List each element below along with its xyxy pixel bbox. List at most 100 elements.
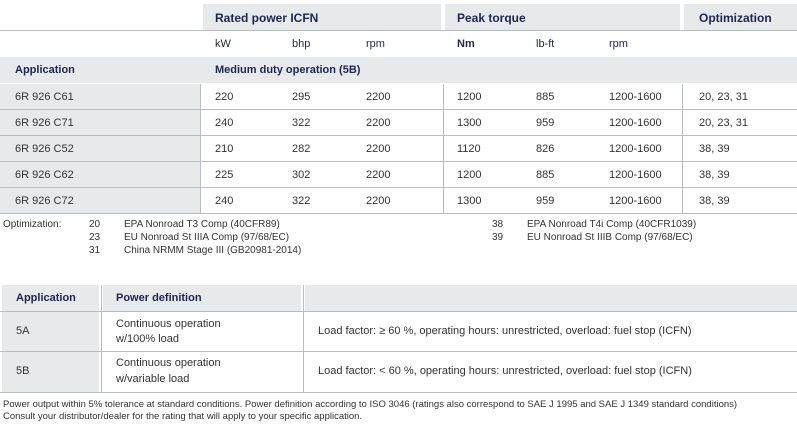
torque-rpm-cell: 1200-1600 [609,195,662,207]
footnote-line1: Power output within 5% tolerance at stan… [3,399,738,410]
nm-cell: 1200 [457,169,482,181]
opt-cell: 20, 23, 31 [699,91,748,103]
lbft-cell: 826 [536,143,555,155]
power-app-header-bg [2,285,99,311]
col-divider [303,285,304,392]
col-divider [443,84,444,213]
row-divider [0,109,797,110]
table-row: 6R 926 C61 220 295 2200 1200 885 1200-16… [0,91,797,105]
divider [0,30,797,31]
legend-text: EPA Nonroad T4i Comp (40CFR1039) [527,219,697,230]
bhp-cell: 322 [292,195,311,207]
col-divider [682,84,683,213]
duty-label: Medium duty operation (5B) [215,64,361,76]
kw-cell: 225 [215,169,234,181]
power-def-line2: w/100% load [116,333,179,345]
peak-torque-header-bg [445,4,680,30]
peak-torque-header: Peak torque [457,11,526,25]
torque-rpm-cell: 1200-1600 [609,91,662,103]
row-divider [0,187,797,188]
row-divider [0,392,797,393]
torque-rpm-cell: 1200-1600 [609,169,662,181]
torque-rpm-cell: 1200-1600 [609,143,662,155]
bhp-cell: 302 [292,169,311,181]
col-divider [101,285,102,392]
lbft-cell: 885 [536,169,555,181]
power-detail-header-bg [305,285,797,311]
power-detail-cell: Load factor: ≥ 60 %, operating hours: un… [318,325,692,337]
unit-lbft: lb-ft [536,38,555,50]
rpm-cell: 2200 [366,143,391,155]
table-row: 6R 926 C72 240 322 2200 1300 959 1200-16… [0,195,797,209]
bhp-cell: 322 [292,117,311,129]
kw-cell: 220 [215,91,234,103]
unit-nm: Nm [457,38,475,50]
torque-rpm-cell: 1200-1600 [609,117,662,129]
rpm-cell: 2200 [366,91,391,103]
bhp-cell: 282 [292,143,311,155]
nm-cell: 1200 [457,91,482,103]
application-header-bg [0,57,797,83]
legend-label: Optimization: [3,219,62,230]
row-divider [0,311,797,312]
unit-torque-rpm: rpm [609,38,628,50]
nm-cell: 1120 [457,143,481,155]
legend-code: 20 [89,219,101,230]
app-column-bg [0,84,200,213]
opt-cell: 38, 39 [699,195,730,207]
power-def-line1: Continuous operation [116,318,221,330]
rated-power-header-bg [203,4,441,30]
legend-text: EU Nonroad St IIIB Comp (97/68/EC) [527,232,693,243]
table-row: 6R 926 C71 240 322 2200 1300 959 1200-16… [0,117,797,131]
application-header: Application [15,64,75,76]
row-divider [0,351,797,352]
footnote-line2: Consult your distributor/dealer for the … [3,411,363,422]
rpm-cell: 2200 [366,117,391,129]
legend-code: 31 [89,245,101,256]
rated-power-header: Rated power ICFN [215,11,319,25]
app-cell: 6R 926 C62 [15,169,74,181]
unit-bhp: bhp [292,38,311,50]
row-divider [0,135,797,136]
row-divider [0,213,797,214]
power-def-header: Power definition [116,292,202,304]
nm-cell: 1300 [457,117,482,129]
kw-cell: 240 [215,195,234,207]
opt-cell: 20, 23, 31 [699,117,748,129]
legend-code: 38 [492,219,504,230]
legend-code: 23 [89,232,101,243]
legend-text: EPA Nonroad T3 Comp (40CFR89) [124,219,280,230]
power-app-cell: 5A [16,325,30,337]
app-cell: 6R 926 C71 [15,117,74,129]
rpm-cell: 2200 [366,169,391,181]
rpm-cell: 2200 [366,195,391,207]
table-row: 6R 926 C62 225 302 2200 1200 885 1200-16… [0,169,797,183]
legend-text: EU Nonroad St IIIA Comp (97/68/EC) [124,232,290,243]
legend-text: China NRMM Stage III (GB20981-2014) [124,245,302,256]
power-app-cell: 5B [16,365,30,377]
optimization-header-bg [684,4,797,30]
legend-code: 39 [492,232,504,243]
power-def-line1: Continuous operation [116,357,221,369]
nm-cell: 1300 [457,195,482,207]
lbft-cell: 959 [536,117,555,129]
kw-cell: 240 [215,117,234,129]
bhp-cell: 295 [292,91,311,103]
row-divider [0,161,797,162]
power-def-header-bg [103,285,301,311]
optimization-header: Optimization [699,11,772,25]
power-detail-cell: Load factor: < 60 %, operating hours: un… [318,365,692,377]
lbft-cell: 885 [536,91,555,103]
unit-rpm: rpm [366,38,385,50]
power-def-line2: w/variable load [116,373,190,385]
unit-kw: kW [215,38,231,50]
app-cell: 6R 926 C72 [15,195,74,207]
kw-cell: 210 [215,143,234,155]
opt-cell: 38, 39 [699,143,730,155]
opt-cell: 38, 39 [699,169,730,181]
app-cell: 6R 926 C61 [15,91,74,103]
col-divider [200,84,201,213]
app-cell: 6R 926 C52 [15,143,74,155]
lbft-cell: 959 [536,195,555,207]
power-app-header: Application [16,292,76,304]
